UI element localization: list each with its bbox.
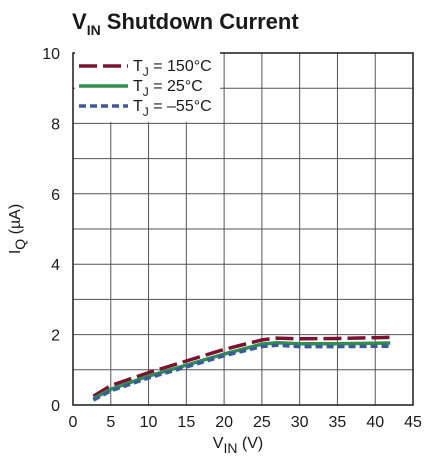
x-tick-label: 25 — [253, 414, 271, 431]
x-tick-label: 0 — [69, 414, 78, 431]
grid-lines — [73, 53, 413, 405]
y-tick-label: 8 — [51, 116, 60, 133]
y-axis-label-main: I — [7, 250, 24, 254]
y-tick-label: 2 — [51, 328, 60, 345]
chart-title-sub: IN — [87, 22, 101, 38]
x-axis-label: VIN (V) — [213, 435, 263, 456]
series-line — [92, 340, 391, 401]
x-axis-label-sub: IN — [223, 440, 237, 456]
x-tick-label: 40 — [366, 414, 384, 431]
series-line — [92, 343, 391, 402]
y-tick-label: 6 — [51, 187, 60, 204]
x-tick-label: 35 — [329, 414, 347, 431]
y-tick-label: 4 — [51, 257, 60, 274]
y-axis-label-rest: (µA) — [7, 204, 24, 239]
chart-title-main: V — [72, 9, 87, 34]
legend-label: TJ = 150°C — [133, 58, 212, 79]
chart-title-rest: Shutdown Current — [101, 9, 300, 34]
x-tick-label: 45 — [404, 414, 422, 431]
chart-title: VIN Shutdown Current — [72, 9, 299, 38]
x-axis-label-main: V — [213, 435, 224, 452]
data-series — [92, 335, 391, 402]
legend-label: TJ = –55°C — [133, 98, 212, 119]
y-tick-label: 10 — [42, 46, 60, 63]
legend-label: TJ = 25°C — [133, 78, 203, 99]
x-tick-label: 20 — [215, 414, 233, 431]
legend: TJ = 150°CTJ = 25°CTJ = –55°C — [75, 52, 220, 122]
y-tick-label: 0 — [51, 398, 60, 415]
x-tick-label: 10 — [140, 414, 158, 431]
plot-frame — [72, 52, 414, 406]
x-tick-label: 15 — [177, 414, 195, 431]
y-tick-labels: 0 2 4 6 8 10 — [42, 46, 60, 415]
x-tick-label: 30 — [291, 414, 309, 431]
y-axis-label: IQ (µA) — [7, 204, 28, 254]
x-tick-label: 5 — [106, 414, 115, 431]
x-axis-label-rest: (V) — [237, 435, 263, 452]
x-tick-labels: 0 5 10 15 20 25 30 35 40 45 — [69, 414, 422, 431]
series-line — [92, 335, 391, 398]
y-axis-label-sub: Q — [12, 239, 28, 250]
